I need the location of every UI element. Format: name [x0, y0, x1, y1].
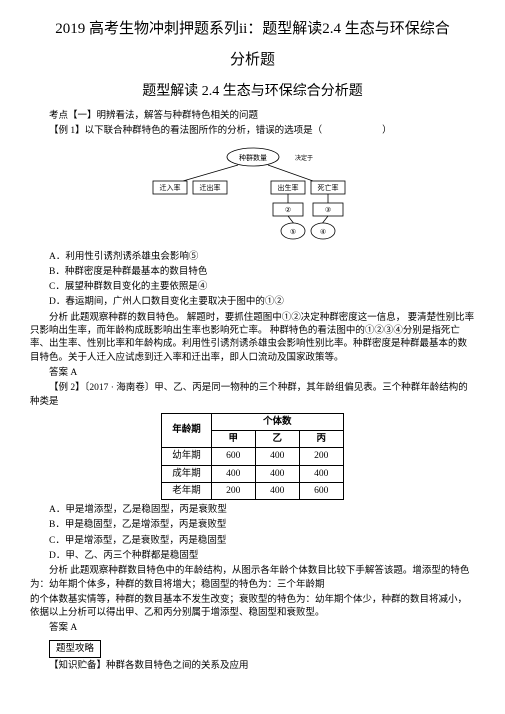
title-section: 题型解读 2.4 生态与环保综合分析题 — [30, 81, 475, 102]
concept-diagram: 种群数量 决定于 迁入率 迁出率 出生率 死亡率 ② ③ ⑤ ④ — [143, 145, 363, 245]
option1-d: D．春运期间，广州人口数目变化主要取决于图中的①② — [30, 296, 475, 309]
cell: 400 — [255, 465, 299, 482]
th-col-1: 乙 — [255, 431, 299, 448]
svg-text:死亡率: 死亡率 — [317, 183, 338, 192]
cell: 400 — [211, 465, 255, 482]
diagram-root: 种群数量 — [239, 153, 267, 162]
age-structure-table: 年龄期 个体数 甲 乙 丙 幼年期 600 400 200 成年期 400 40… — [161, 413, 344, 500]
answer2: 答案 A — [30, 622, 475, 635]
option1-a: A．利用性引诱剂诱杀雄虫会影响⑤ — [30, 251, 475, 264]
answer1: 答案 A — [30, 367, 475, 380]
example1-text: 【例 1】以下联合种群特色的看法图所作的分析，错误的选项是（ — [49, 126, 322, 136]
analysis1: 分析 此题观察种群的数目特色。 解题时，要抓住题图中①②决定种群密度这一信息， … — [30, 312, 475, 365]
example2-intro: 【例 2】〔2017 · 海南卷〕甲、乙、丙是同一物种的三个种群，其年龄组偏见表… — [30, 382, 475, 409]
svg-text:出生率: 出生率 — [277, 183, 298, 192]
cell: 600 — [299, 482, 343, 499]
strategy-box: 题型攻略 — [49, 640, 101, 658]
kaodian-line: 考点【一】明辨看法，解答与种群特色相关的问题 — [30, 110, 475, 123]
svg-text:⑤: ⑤ — [289, 228, 295, 236]
svg-text:③: ③ — [324, 206, 330, 214]
option2-b: B．甲是稳固型，乙是增添型，丙是衰败型 — [30, 519, 475, 532]
th-col-0: 甲 — [211, 431, 255, 448]
cell: 200 — [211, 482, 255, 499]
svg-text:迁入率: 迁入率 — [159, 183, 180, 192]
option2-d: D．甲、乙、丙三个种群都是稳固型 — [30, 550, 475, 563]
table-row: 成年期 400 400 400 — [162, 465, 344, 482]
option1-c: C．展望种群数目变化的主要依照是④ — [30, 281, 475, 294]
th-col-2: 丙 — [299, 431, 343, 448]
th-age: 年龄期 — [162, 413, 212, 448]
cell: 400 — [299, 465, 343, 482]
table-row: 幼年期 600 400 200 — [162, 448, 344, 465]
cell: 幼年期 — [162, 448, 212, 465]
cell: 400 — [255, 448, 299, 465]
cell: 老年期 — [162, 482, 212, 499]
th-count: 个体数 — [211, 413, 343, 430]
cell: 400 — [255, 482, 299, 499]
title-main-line2: 分析题 — [30, 49, 475, 72]
option2-a: A．甲是增添型，乙是稳固型，丙是衰败型 — [30, 504, 475, 517]
diagram-label-right: 决定于 — [295, 154, 313, 162]
knowledge-line: 【知识贮备】种群各数目特色之间的关系及应用 — [30, 660, 475, 673]
cell: 200 — [299, 448, 343, 465]
svg-text:迁出率: 迁出率 — [199, 183, 220, 192]
cell: 成年期 — [162, 465, 212, 482]
option2-c: C．甲是增添型，乙是衰败型，丙是稳固型 — [30, 535, 475, 548]
option1-b: B．种群密度是种群最基本的数目特色 — [30, 266, 475, 279]
table-row: 老年期 200 400 600 — [162, 482, 344, 499]
analysis2: 分析 此题观察种群数目特色中的年龄结构，从图示各年龄个体数目比较下手解答该题。增… — [30, 565, 475, 592]
cell: 600 — [211, 448, 255, 465]
title-main-line1: 2019 高考生物冲刺押题系列ii：题型解读2.4 生态与环保综合 — [30, 18, 475, 41]
svg-text:②: ② — [284, 206, 290, 214]
example1-line: 【例 1】以下联合种群特色的看法图所作的分析，错误的选项是（） — [30, 125, 475, 138]
svg-text:④: ④ — [319, 228, 325, 236]
analysis2-cont: 的个体数基实情等，种群的数目基本不发生改变；衰败型的特色为：幼年期个体少，种群的… — [30, 594, 475, 621]
